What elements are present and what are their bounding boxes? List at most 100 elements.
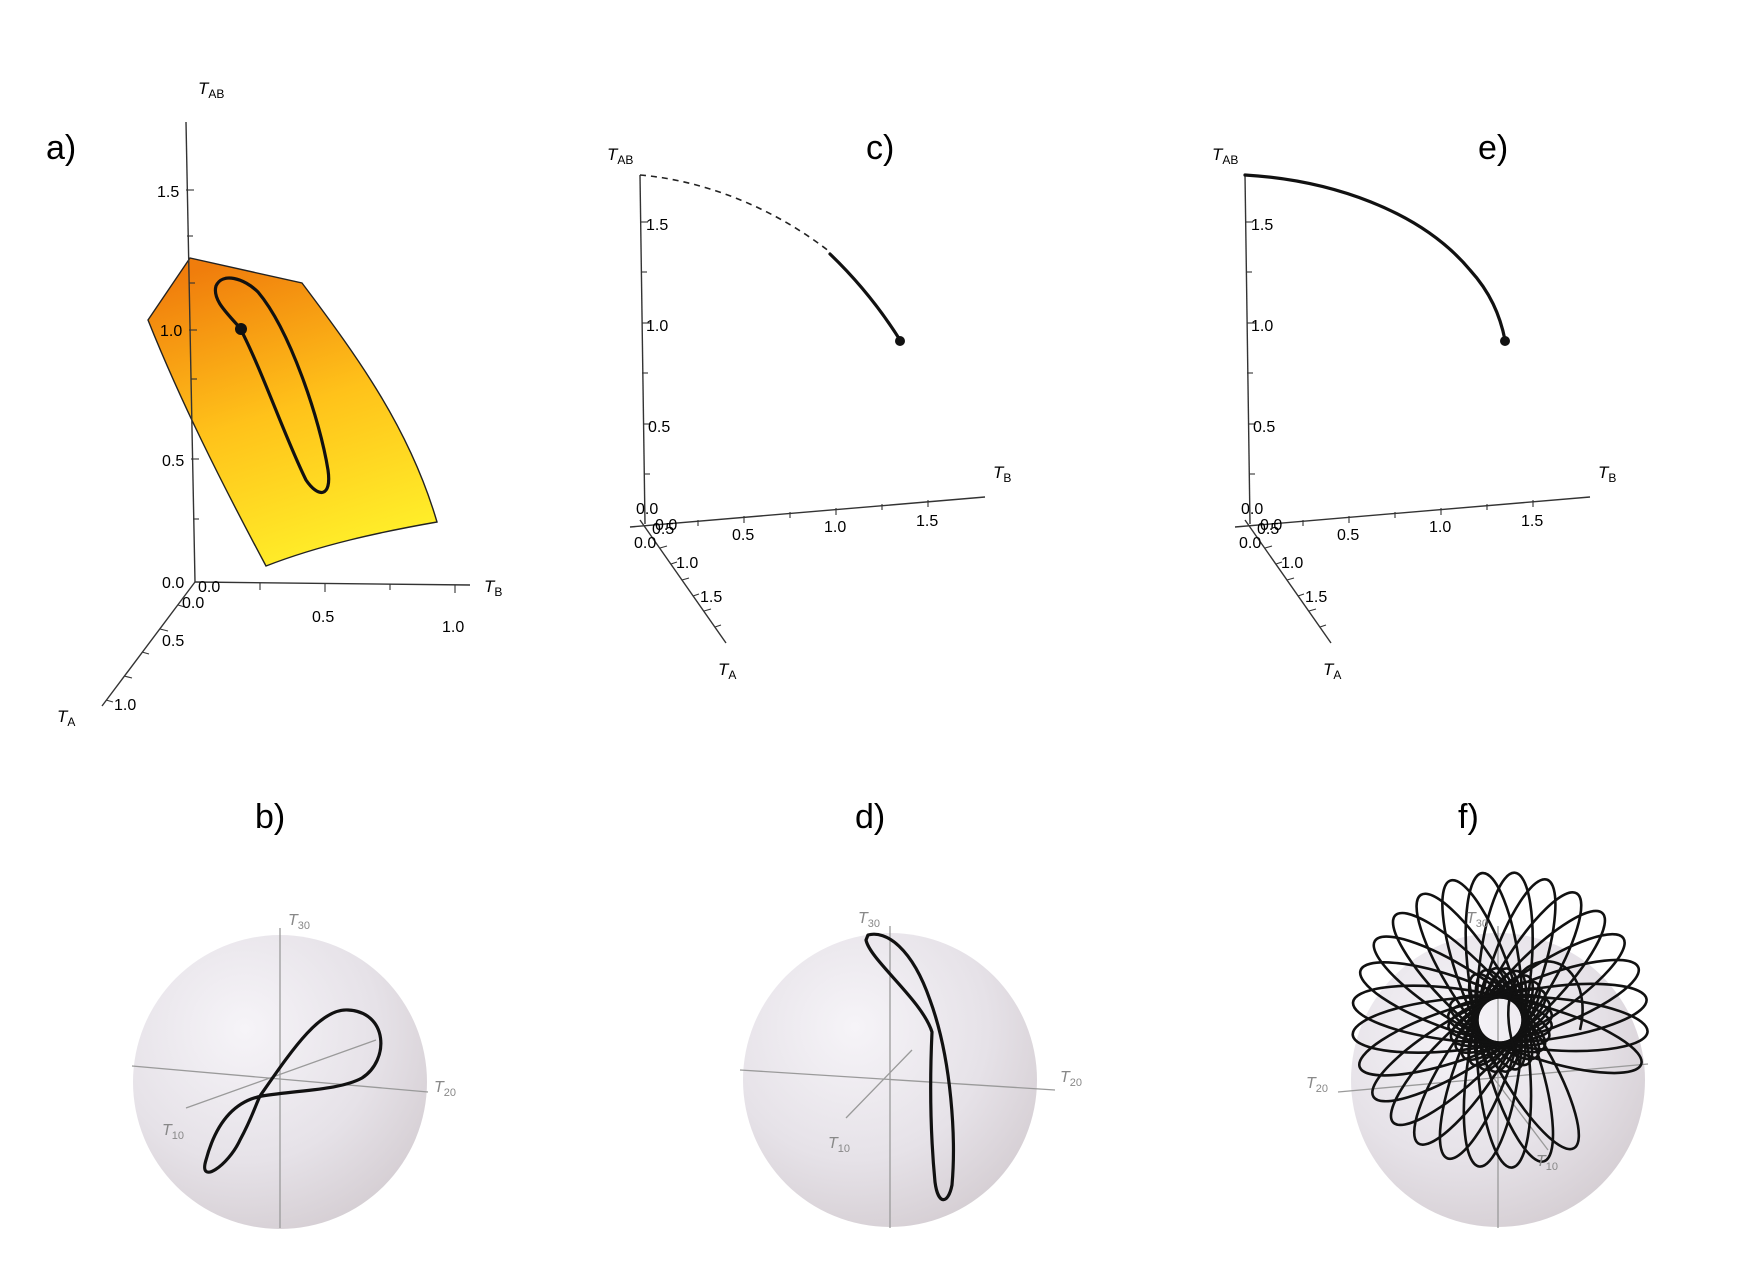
panel-e-y-tick-0: 0.0: [1260, 517, 1282, 534]
panel-e-z-tick-3: 1.5: [1251, 217, 1273, 234]
panel-b-trajectory: [203, 1008, 383, 1174]
panel-f-loop: [1449, 958, 1641, 1048]
panel-a-z-tick-1: 0.5: [162, 453, 184, 470]
panel-c-z-ticks: [640, 221, 651, 475]
panel-d-z-axis-label: T30: [858, 910, 880, 930]
panel-a-y-ticks: [259, 583, 456, 593]
panel-e-z-tick-1: 0.5: [1253, 419, 1275, 436]
panel-f-loop: [1464, 871, 1525, 1073]
panel-c-marker: [895, 336, 905, 346]
panel-e-y-tick-2: 1.0: [1429, 519, 1451, 536]
panel-a-surface: [147, 257, 438, 567]
panel-f-loop: [1372, 935, 1547, 1054]
panel-c-y-axis: [629, 496, 986, 528]
panel-f-loop: [1351, 995, 1554, 1054]
panel-d-label: d): [855, 798, 885, 836]
panel-f-loop: [1412, 974, 1535, 1146]
panel-e-x-axis: [1244, 519, 1332, 644]
panel-f-loop: [1467, 891, 1583, 1067]
panel-f-label: f): [1458, 798, 1479, 836]
panel-f-loop: [1371, 987, 1547, 1103]
panel-e-x-tick-0: 0.0: [1239, 535, 1261, 552]
panel-c-x-axis-label: TA: [718, 660, 736, 682]
panel-c-x-tick-0: 0.0: [634, 535, 656, 552]
panel-e-y-tick-3: 1.5: [1521, 513, 1543, 530]
panel-a-z-tick-2: 1.0: [160, 323, 182, 340]
panel-a-marker: [235, 323, 247, 335]
panel-c-label: c): [866, 129, 894, 167]
panel-c: c): [607, 129, 1011, 682]
panel-f-x-axis-label: T10: [1536, 1153, 1558, 1173]
panel-a-x-tick-2: 1.0: [114, 697, 136, 714]
panel-b-y-axis: [131, 1065, 429, 1093]
panel-f-loop: [1448, 994, 1643, 1075]
panel-d-y-axis-label: T20: [1060, 1069, 1082, 1089]
panel-a-y-tick-1: 0.5: [312, 609, 334, 626]
panel-e: e) 1.5 1.0: [1212, 129, 1616, 682]
panel-f-loop: [1441, 878, 1527, 1071]
panel-f-loop: [1357, 993, 1551, 1077]
panel-e-trajectory: [1243, 173, 1507, 342]
panel-a-x-axis-label: TA: [57, 707, 75, 729]
panel-f-loop: [1460, 909, 1607, 1062]
panel-f-loop: [1454, 932, 1626, 1055]
panel-f-y-axis-label: T20: [1306, 1075, 1328, 1095]
panel-e-x-ticks: [1264, 545, 1327, 628]
panel-f-loop: [1475, 871, 1534, 1074]
panel-d-x-axis: [845, 1049, 913, 1119]
panel-a-x-tick-1: 0.5: [162, 633, 184, 650]
panel-c-z-tick-0: 0.0: [636, 501, 658, 518]
panel-c-trajectory: [828, 252, 902, 342]
panel-f-trajectory: [1351, 871, 1649, 1169]
panel-a: a): [46, 79, 502, 729]
panel-c-y-tick-3: 1.5: [916, 513, 938, 530]
panel-d: d) T30 T20 T10: [739, 798, 1082, 1228]
panel-f-loop: [1446, 995, 1649, 1053]
panel-c-dashed-arc: [639, 174, 831, 253]
panel-c-y-tick-2: 1.0: [824, 519, 846, 536]
panel-f: f) T30 T20 T10: [1306, 798, 1649, 1228]
panel-a-x-ticks: [105, 604, 186, 703]
panel-c-z-axis: [639, 174, 646, 525]
panel-c-x-tick-1: 0.5: [652, 521, 674, 538]
panel-f-loop: [1473, 877, 1557, 1071]
panel-d-trajectory: [864, 932, 955, 1202]
panel-e-z-tick-2: 1.0: [1251, 318, 1273, 335]
panel-f-inner-lobe: [1507, 960, 1584, 1065]
panel-e-z-axis: [1244, 174, 1251, 525]
panel-d-y-axis: [739, 1069, 1056, 1091]
panel-e-x-tick-3: 1.5: [1305, 589, 1327, 606]
panel-f-loop: [1475, 966, 1533, 1169]
panel-b-x-axis-label: T10: [162, 1122, 184, 1142]
panel-a-z-tick-0: 0.0: [162, 575, 184, 592]
panel-e-x-tick-2: 1.0: [1281, 555, 1303, 572]
panel-a-y-tick-0: 0.0: [198, 579, 220, 596]
panel-c-z-tick-2: 1.0: [646, 318, 668, 335]
panel-c-y-axis-label: TB: [993, 463, 1011, 485]
panel-c-z-tick-1: 0.5: [648, 419, 670, 436]
panel-e-label: e): [1478, 129, 1508, 167]
panel-c-x-tick-2: 1.0: [676, 555, 698, 572]
panel-a-z-axis-label: TAB: [198, 79, 224, 101]
panel-c-z-tick-3: 1.5: [646, 217, 668, 234]
panel-a-x-axis: [101, 581, 196, 707]
panel-e-x-axis-label: TA: [1323, 660, 1341, 682]
panel-f-loop: [1389, 980, 1542, 1127]
panel-a-z-tick-3: 1.5: [157, 184, 179, 201]
panel-f-z-axis-label: T30: [1466, 910, 1488, 930]
panel-a-y-axis: [194, 581, 471, 586]
panel-e-x-tick-1: 0.5: [1257, 521, 1279, 538]
panel-e-z-axis-label: TAB: [1212, 145, 1238, 167]
panel-e-y-axis-label: TB: [1598, 463, 1616, 485]
panel-e-z-ticks: [1245, 221, 1256, 475]
panel-a-z-ticks: [186, 189, 199, 520]
panel-f-loop: [1447, 982, 1648, 1044]
panel-e-y-axis: [1234, 496, 1591, 528]
panel-e-z-tick-0: 0.0: [1241, 501, 1263, 518]
panel-c-x-axis: [639, 519, 727, 644]
panel-a-y-tick-2: 1.0: [442, 619, 464, 636]
panel-a-y-axis-label: TB: [484, 577, 502, 599]
panel-b-z-axis-label: T30: [288, 912, 310, 932]
panel-f-loop: [1358, 961, 1551, 1047]
